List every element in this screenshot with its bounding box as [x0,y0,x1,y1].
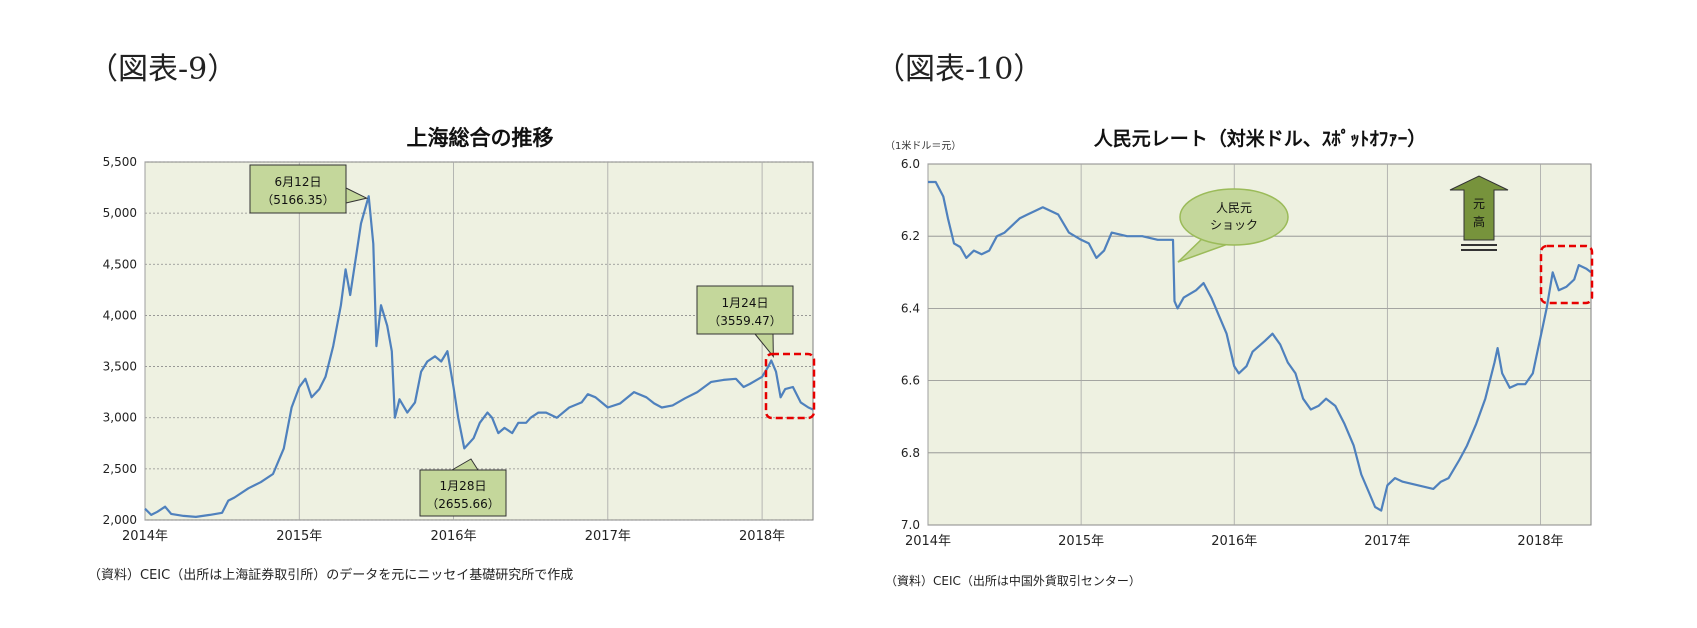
figure-9-label: （図表-9） [88,52,238,87]
callout-peak: 6月12日 （5166.35） [249,164,369,214]
chart-0-x-tick-label: 2015年 [276,529,322,544]
chart-1-y-tick-label: 6.0 [901,157,920,171]
chart-0-y-tick-label: 5,500 [103,155,137,169]
callout-recent-line2: （3559.47） [708,314,782,328]
callout-rmb-shock-line2: ショック [1210,218,1258,232]
chart-0-y-tick-label: 5,000 [103,206,137,220]
chart-1-series-line [928,180,1592,512]
callout-recent: 1月24日 （3559.47） [696,285,794,358]
up-arrow-label-line1: 元 [1473,197,1485,211]
chart-1-y-tick-label: 7.0 [901,518,920,532]
chart-0-y-tick-label: 4,000 [103,308,137,322]
chart-1-y-tick-label: 6.6 [901,374,920,388]
callout-low-line2: （2655.66） [426,497,500,511]
callout-low: 1月28日 （2655.66） [419,458,507,517]
chart-0-y-tick-label: 4,500 [103,257,137,271]
chart-1-y-tick-label: 6.2 [901,229,920,243]
chart-1-highlight-box [1539,244,1594,305]
chart-0-y-tick-label: 3,500 [103,360,137,374]
chart-0-x-tick-label: 2014年 [122,529,168,544]
callout-peak-box [249,164,347,214]
callout-recent-box [696,285,794,335]
chart-9-source: （資料）CEIC（出所は上海証券取引所）のデータを元にニッセイ基礎研究所で作成 [88,568,574,583]
chart-10-source: （資料）CEIC（出所は中国外貨取引センター） [885,574,1141,588]
chart-0-y-tick-label: 2,000 [103,513,137,527]
chart-0-x-tick-label: 2018年 [739,529,785,544]
chart-0-y-tick-label: 3,000 [103,411,137,425]
callout-recent-line1: 1月24日 [722,296,769,310]
chart-0-series-line [144,195,814,519]
chart-0-plot-area [144,161,814,521]
chart-0-highlight-box [764,352,816,420]
callout-peak-line1: 6月12日 [275,175,322,189]
chart-0-x-tick-label: 2017年 [585,529,631,544]
chart-1-x-tick-label: 2014年 [905,534,951,549]
callout-peak-line2: （5166.35） [261,193,335,207]
chart-10-unit: （1米ドル＝元） [885,141,962,152]
chart-1-x-tick-label: 2017年 [1364,534,1410,549]
figure-10-label: （図表-10） [875,52,1044,87]
up-arrow-shape [1449,175,1509,241]
chart-1-x-tick-label: 2016年 [1211,534,1257,549]
chart-0-x-tick-label: 2016年 [430,529,476,544]
chart-0-y-tick-label: 2,500 [103,462,137,476]
callout-low-line1: 1月28日 [440,479,487,493]
chart-1-y-tick-label: 6.4 [901,301,920,315]
callout-rmb-shock-bubble [1179,188,1289,246]
callout-low-box [419,469,507,517]
chart-1-x-tick-label: 2015年 [1058,534,1104,549]
chart-1-x-tick-label: 2018年 [1517,534,1563,549]
up-arrow-icon: 元高 [1449,175,1509,251]
chart-10-title: 人民元レート（対米ドル、ｽﾎﾟｯﾄｵﾌｧｰ） [1093,128,1427,150]
chart-9-title: 上海総合の推移 [406,126,554,150]
up-arrow-label-line2: 高 [1473,214,1485,229]
callout-rmb-shock-line1: 人民元 [1216,201,1252,215]
chart-1-y-tick-label: 6.8 [901,446,920,460]
